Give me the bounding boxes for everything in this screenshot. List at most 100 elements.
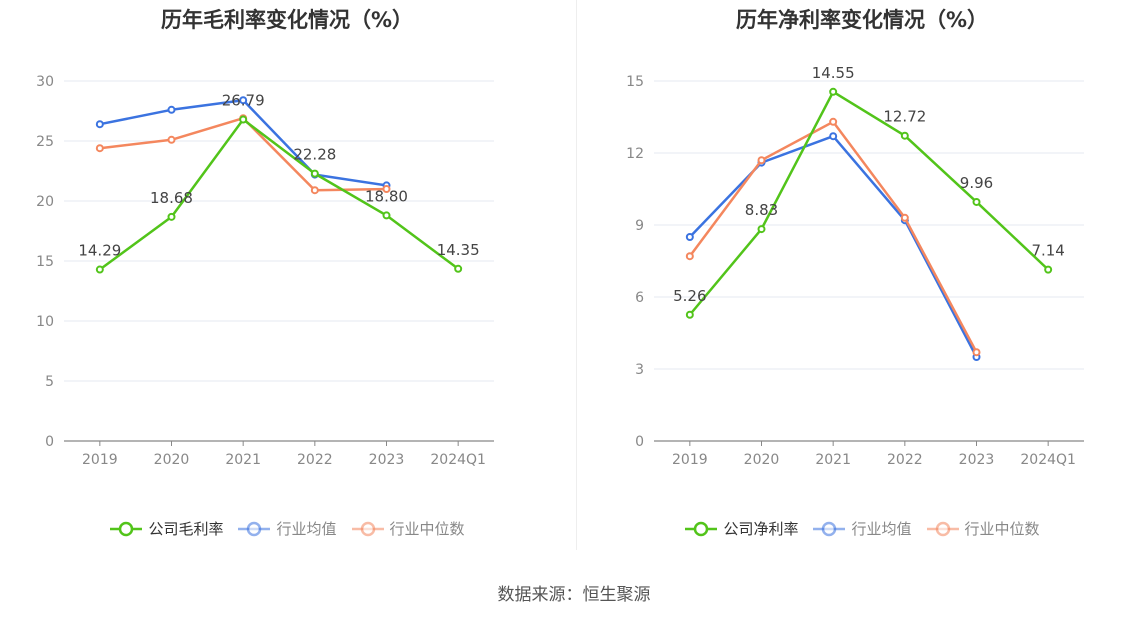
gross-x-tick-label: 2020 [154,452,190,468]
legend-marker-icon [238,521,271,536]
gross-margin-chart-panel: 历年毛利率变化情况（%） 0 5 10 15 20 25 30 2019 2020 2021 202… [0,0,574,560]
legend-label: 行业中位数 [964,520,1040,538]
net-data-point [685,310,694,319]
net-data-label: 7.14 [1031,242,1064,260]
net-margin-chart: 0 3 6 9 12 15 2019 2020 2021 2022 2023 2024Q1 5.26 8.… [626,64,1084,468]
legend-label: 公司毛利率 [148,520,224,538]
net-series-line-0 [688,90,1050,316]
net-margin-chart-title: 历年净利率变化情况（%） [735,8,989,32]
net-data-point [685,252,694,261]
net-x-tick-label: 2023 [959,452,995,468]
gross-data-point [167,105,176,114]
gross-data-point [382,185,391,193]
legend-label: 公司净利率 [723,520,799,538]
gross-data-point [454,264,463,273]
gross-data-point [239,115,248,124]
net-data-point [900,131,909,140]
gross-y-tick-label: 15 [36,254,54,270]
net-series-line-1 [688,134,978,358]
net-y-tick-label: 0 [635,434,644,450]
gross-x-tick-label: 2019 [82,452,118,468]
net-data-point [972,197,981,206]
net-margin-chart-panel: 历年净利率变化情况（%） 0 3 6 9 12 15 2019 2020 2021 2022 202… [576,0,1148,560]
legend-marker-icon [926,521,959,536]
gross-data-point [382,211,391,220]
net-data-point [829,87,838,96]
legend-marker-icon [351,521,384,536]
gross-data-label: 14.29 [78,242,121,260]
net-x-tick-label: 2021 [815,452,851,468]
legend-marker-icon [685,521,718,536]
gross-series-line-0 [99,118,459,271]
net-margin-legend: 公司净利率 行业均值 行业中位数 [576,518,1148,541]
net-data-label: 14.55 [812,64,855,82]
legend-item[interactable]: 行业均值 [812,518,912,539]
gross-data-point [239,96,248,105]
gross-data-point [95,144,104,153]
net-x-tick-label: 2022 [887,452,923,468]
net-data-label: 8.83 [745,201,778,219]
net-data-point [757,156,766,165]
legend-marker-icon [813,521,846,536]
gross-data-label: 18.68 [150,189,193,207]
legend-marker-circle [694,521,709,536]
net-x-tick-label: 2024Q1 [1020,452,1076,468]
net-data-point [900,213,909,222]
legend-item[interactable]: 行业均值 [237,518,337,539]
net-y-tick-label: 15 [626,74,644,90]
legend-item[interactable]: 公司毛利率 [109,518,223,539]
net-data-label: 9.96 [960,174,993,192]
gross-data-label: 18.80 [365,187,408,205]
gross-margin-chart-title: 历年毛利率变化情况（%） [160,8,414,32]
panel-divider [576,0,577,550]
legend-marker-circle [360,521,375,536]
legend-label: 行业均值 [276,520,337,538]
data-source-note: 数据来源：恒生聚源 [497,585,651,605]
net-y-tick-label: 3 [635,362,644,378]
net-data-point [829,132,838,141]
gross-x-tick-label: 2023 [369,452,405,468]
gross-x-tick-label: 2022 [297,452,333,468]
gross-data-label: 22.28 [293,146,336,164]
gross-y-tick-label: 10 [36,314,54,330]
gross-y-tick-label: 25 [36,134,54,150]
net-data-label: 5.26 [673,287,706,305]
gross-y-tick-label: 30 [36,74,54,90]
net-data-point [972,348,981,357]
gross-margin-legend: 公司毛利率 行业均值 行业中位数 [0,518,574,541]
net-data-point [829,117,838,126]
legend-label: 行业均值 [851,520,912,538]
gross-data-point [95,120,104,129]
net-x-tick-label: 2020 [744,452,780,468]
legend-marker-circle [119,521,134,536]
legend-marker-icon [110,521,143,536]
legend-item[interactable]: 行业中位数 [926,518,1040,539]
net-data-point [757,225,766,234]
net-x-tick-label: 2019 [672,452,708,468]
gross-data-point [310,169,319,178]
net-data-point [1044,265,1053,274]
net-series-line-2 [688,120,978,353]
legend-item[interactable]: 行业中位数 [351,518,465,539]
gross-y-tick-label: 0 [45,434,54,450]
legend-marker-circle [822,521,837,536]
legend-marker-circle [247,521,262,536]
gross-data-point [310,186,319,195]
net-data-label: 12.72 [883,108,926,126]
gross-y-tick-label: 5 [45,374,54,390]
net-data-point [685,233,694,241]
gross-x-tick-label: 2024Q1 [430,452,486,468]
gross-x-tick-label: 2021 [225,452,261,468]
net-y-tick-label: 12 [626,146,644,162]
legend-label: 行业中位数 [389,520,465,538]
gross-data-label: 26.79 [222,92,265,110]
gross-data-label: 14.35 [437,241,480,259]
gross-y-tick-label: 20 [36,194,54,210]
gross-margin-chart: 0 5 10 15 20 25 30 2019 2020 2021 2022 2023 2024Q1 14… [36,74,494,468]
net-y-tick-label: 6 [635,290,644,306]
legend-marker-circle [935,521,950,536]
legend-item[interactable]: 公司净利率 [684,518,798,539]
gross-data-point [167,212,176,221]
gross-data-point [95,265,104,274]
gross-data-point [167,135,176,144]
